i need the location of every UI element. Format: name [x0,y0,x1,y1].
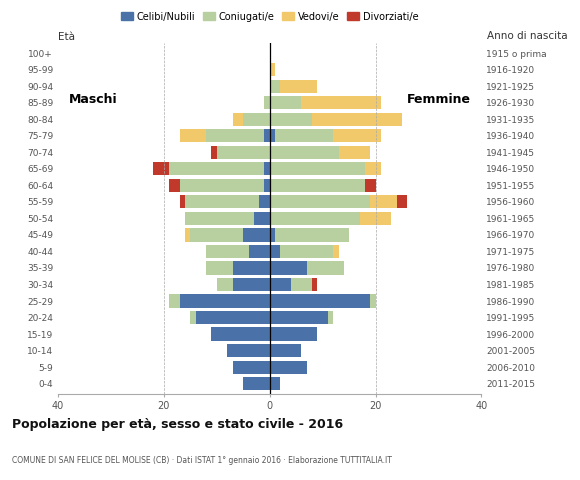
Bar [275,228,349,241]
Bar [270,113,312,126]
Bar [333,245,339,258]
Bar [312,113,402,126]
Bar [185,195,259,208]
Bar [370,294,376,308]
Bar [248,245,270,258]
Legend: Celibi/Nubili, Coniugati/e, Vedovi/e, Divorziati/e: Celibi/Nubili, Coniugati/e, Vedovi/e, Di… [117,8,422,25]
Bar [270,311,328,324]
Bar [333,129,381,143]
Bar [264,129,270,143]
Bar [270,327,317,341]
Bar [169,179,180,192]
Bar [153,162,169,175]
Bar [270,228,275,241]
Bar [180,195,185,208]
Bar [365,162,381,175]
Bar [270,179,365,192]
Bar [243,228,270,241]
Bar [169,294,180,308]
Bar [397,195,407,208]
Bar [270,80,280,93]
Bar [360,212,392,225]
Bar [270,63,275,76]
Bar [280,245,333,258]
Text: Femmine: Femmine [407,93,471,106]
Text: COMUNE DI SAN FELICE DEL MOLISE (CB) · Dati ISTAT 1° gennaio 2016 · Elaborazione: COMUNE DI SAN FELICE DEL MOLISE (CB) · D… [12,456,392,465]
Bar [270,294,370,308]
Bar [280,80,317,93]
Bar [243,113,270,126]
Bar [190,228,243,241]
Text: Anno di nascita: Anno di nascita [487,31,568,41]
Bar [270,278,291,291]
Bar [217,278,233,291]
Bar [339,145,370,159]
Bar [270,96,302,109]
Bar [195,311,270,324]
Bar [270,212,360,225]
Bar [217,145,270,159]
Bar [264,162,270,175]
Bar [212,327,270,341]
Bar [206,245,248,258]
Bar [227,344,270,357]
Bar [180,129,206,143]
Text: Maschi: Maschi [68,93,117,106]
Bar [291,278,312,291]
Bar [270,195,370,208]
Bar [370,195,397,208]
Bar [259,195,270,208]
Bar [212,145,217,159]
Bar [270,245,280,258]
Text: Popolazione per età, sesso e stato civile - 2016: Popolazione per età, sesso e stato civil… [12,418,343,431]
Bar [270,262,307,275]
Bar [270,145,339,159]
Bar [180,294,270,308]
Bar [233,113,243,126]
Bar [307,262,344,275]
Bar [275,129,333,143]
Text: Età: Età [58,32,75,42]
Bar [270,377,280,390]
Bar [243,377,270,390]
Bar [270,129,275,143]
Bar [169,162,264,175]
Bar [270,344,302,357]
Bar [302,96,381,109]
Bar [190,311,195,324]
Bar [365,179,376,192]
Bar [206,262,233,275]
Bar [180,179,264,192]
Bar [270,162,365,175]
Bar [264,96,270,109]
Bar [233,262,270,275]
Bar [328,311,333,324]
Bar [312,278,317,291]
Bar [233,278,270,291]
Bar [270,360,307,374]
Bar [233,360,270,374]
Bar [264,179,270,192]
Bar [206,129,264,143]
Bar [185,228,190,241]
Bar [185,212,254,225]
Bar [254,212,270,225]
